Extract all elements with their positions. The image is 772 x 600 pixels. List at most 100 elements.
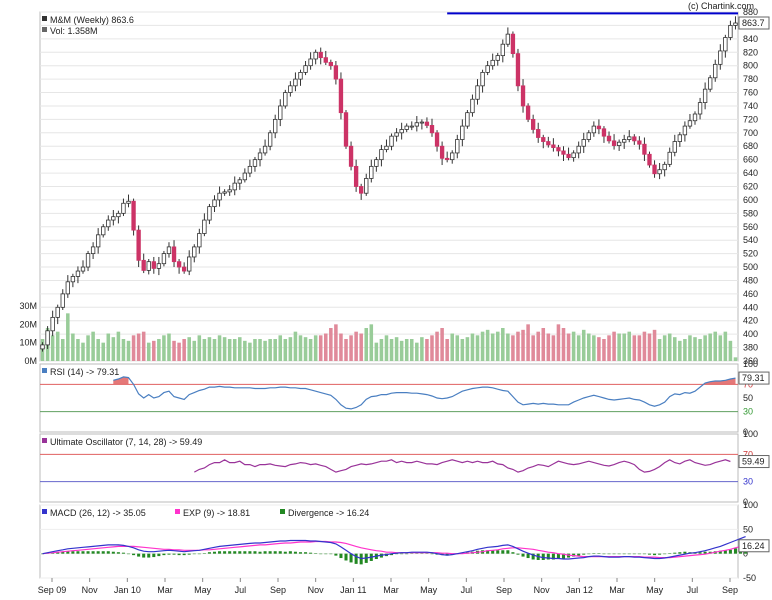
candle-body [70, 276, 76, 283]
volume-bar [81, 342, 85, 361]
volume-bar [303, 337, 308, 361]
x-tick-label: Nov [534, 585, 551, 595]
divergence-bar [395, 553, 399, 555]
price-tick-label: 700 [743, 128, 758, 138]
divergence-bar [283, 551, 287, 554]
uo-legend-swatch [42, 438, 47, 443]
volume-bar [157, 339, 161, 361]
volume-bar [197, 335, 202, 361]
divergence-bar [723, 550, 727, 554]
candle-body [667, 151, 672, 165]
candle-body [687, 120, 693, 127]
volume-bar [187, 337, 191, 361]
volume-bar [136, 333, 141, 361]
divergence-bar [400, 553, 404, 555]
volume-bar [253, 339, 257, 361]
divergence-bar [152, 553, 156, 558]
candle-body [697, 102, 703, 115]
divergence-bar [223, 551, 227, 554]
candle-body [313, 51, 318, 60]
x-tick-label: May [420, 585, 438, 595]
volume-bar [571, 331, 576, 361]
price-title: M&M (Weekly) 863.6 [50, 15, 134, 25]
divergence-bar [81, 551, 85, 554]
candle-body [60, 293, 65, 308]
divergence-bar [703, 551, 707, 554]
uo-tick-label: 100 [743, 429, 758, 439]
uo-title: Ultimate Oscillator (7, 14, 28) -> 59.49 [50, 437, 202, 447]
volume-bar [379, 339, 384, 361]
candle-body [131, 200, 136, 231]
candle-body [187, 256, 192, 272]
x-tick-label: Sep [722, 585, 738, 595]
volume-bar [106, 333, 111, 361]
volume-bar [667, 333, 672, 361]
candle-body [525, 105, 531, 120]
divergence-bar [253, 551, 257, 554]
divergence-bar [298, 552, 303, 554]
divergence-bar [147, 553, 151, 558]
volume-bar [399, 340, 404, 361]
divergence-bar [491, 550, 495, 554]
divergence-bar [334, 553, 338, 556]
x-tick-label: Jul [687, 585, 699, 595]
divergence-bar [126, 553, 131, 555]
divergence-bar [390, 553, 394, 556]
divergence-bar [658, 553, 662, 555]
divergence-bar [556, 553, 560, 559]
divergence-bar [592, 553, 596, 554]
price-tick-label: 880 [743, 7, 758, 17]
divergence-bar [304, 552, 308, 554]
volume-bar [389, 339, 394, 361]
volume-bar [60, 339, 65, 361]
macd-tick-label: 50 [743, 524, 753, 534]
divergence-bar [319, 553, 323, 555]
volume-tick-label: 20M [19, 319, 37, 329]
divergence-bar [622, 553, 626, 555]
price-legend-swatch [42, 16, 47, 21]
candle-body [333, 65, 339, 80]
candle-body [293, 78, 298, 87]
price-tick-label: 760 [743, 88, 758, 98]
candle-body [505, 33, 511, 45]
volume-bar [76, 339, 80, 361]
candle-body [450, 152, 455, 161]
candle-body [642, 143, 647, 155]
volume-bar [318, 335, 323, 361]
candle-body [116, 212, 121, 218]
candle-body [475, 85, 480, 100]
divergence-bar [218, 551, 222, 554]
candle-body [460, 125, 465, 140]
divergence-bar [551, 553, 555, 560]
volume-bar [430, 335, 434, 361]
x-tick-label: Jan 12 [566, 585, 593, 595]
rsi-legend-swatch [42, 368, 47, 373]
uo-tag-label: 59.49 [742, 457, 765, 467]
divergence-bar [101, 551, 105, 554]
volume-bar [415, 342, 419, 361]
divergence-bar [233, 551, 237, 554]
candle-body [288, 85, 293, 93]
volume-bar [258, 339, 262, 361]
candle-body [308, 58, 313, 67]
candle-body [197, 233, 202, 248]
volume-bar [162, 335, 166, 361]
divergence-bar [202, 553, 206, 554]
candle-body [146, 261, 151, 271]
uo-tick-label: 0 [743, 497, 748, 507]
candle-body [232, 182, 237, 191]
candle-body [121, 202, 126, 214]
price-tick-label: 620 [743, 182, 758, 192]
macd-legend-swatch [42, 509, 47, 514]
candle-body [181, 266, 187, 272]
divergence-bar [187, 553, 191, 555]
candle-body [536, 129, 541, 138]
macd-line [42, 536, 746, 560]
macd-tick-label: 100 [743, 500, 758, 510]
divergence-bar [162, 553, 166, 556]
divergence-bar [410, 553, 414, 554]
macd-panel [39, 504, 739, 579]
price-tick-label: 400 [743, 329, 758, 339]
volume-bar [531, 335, 535, 361]
volume-bar [384, 335, 389, 361]
